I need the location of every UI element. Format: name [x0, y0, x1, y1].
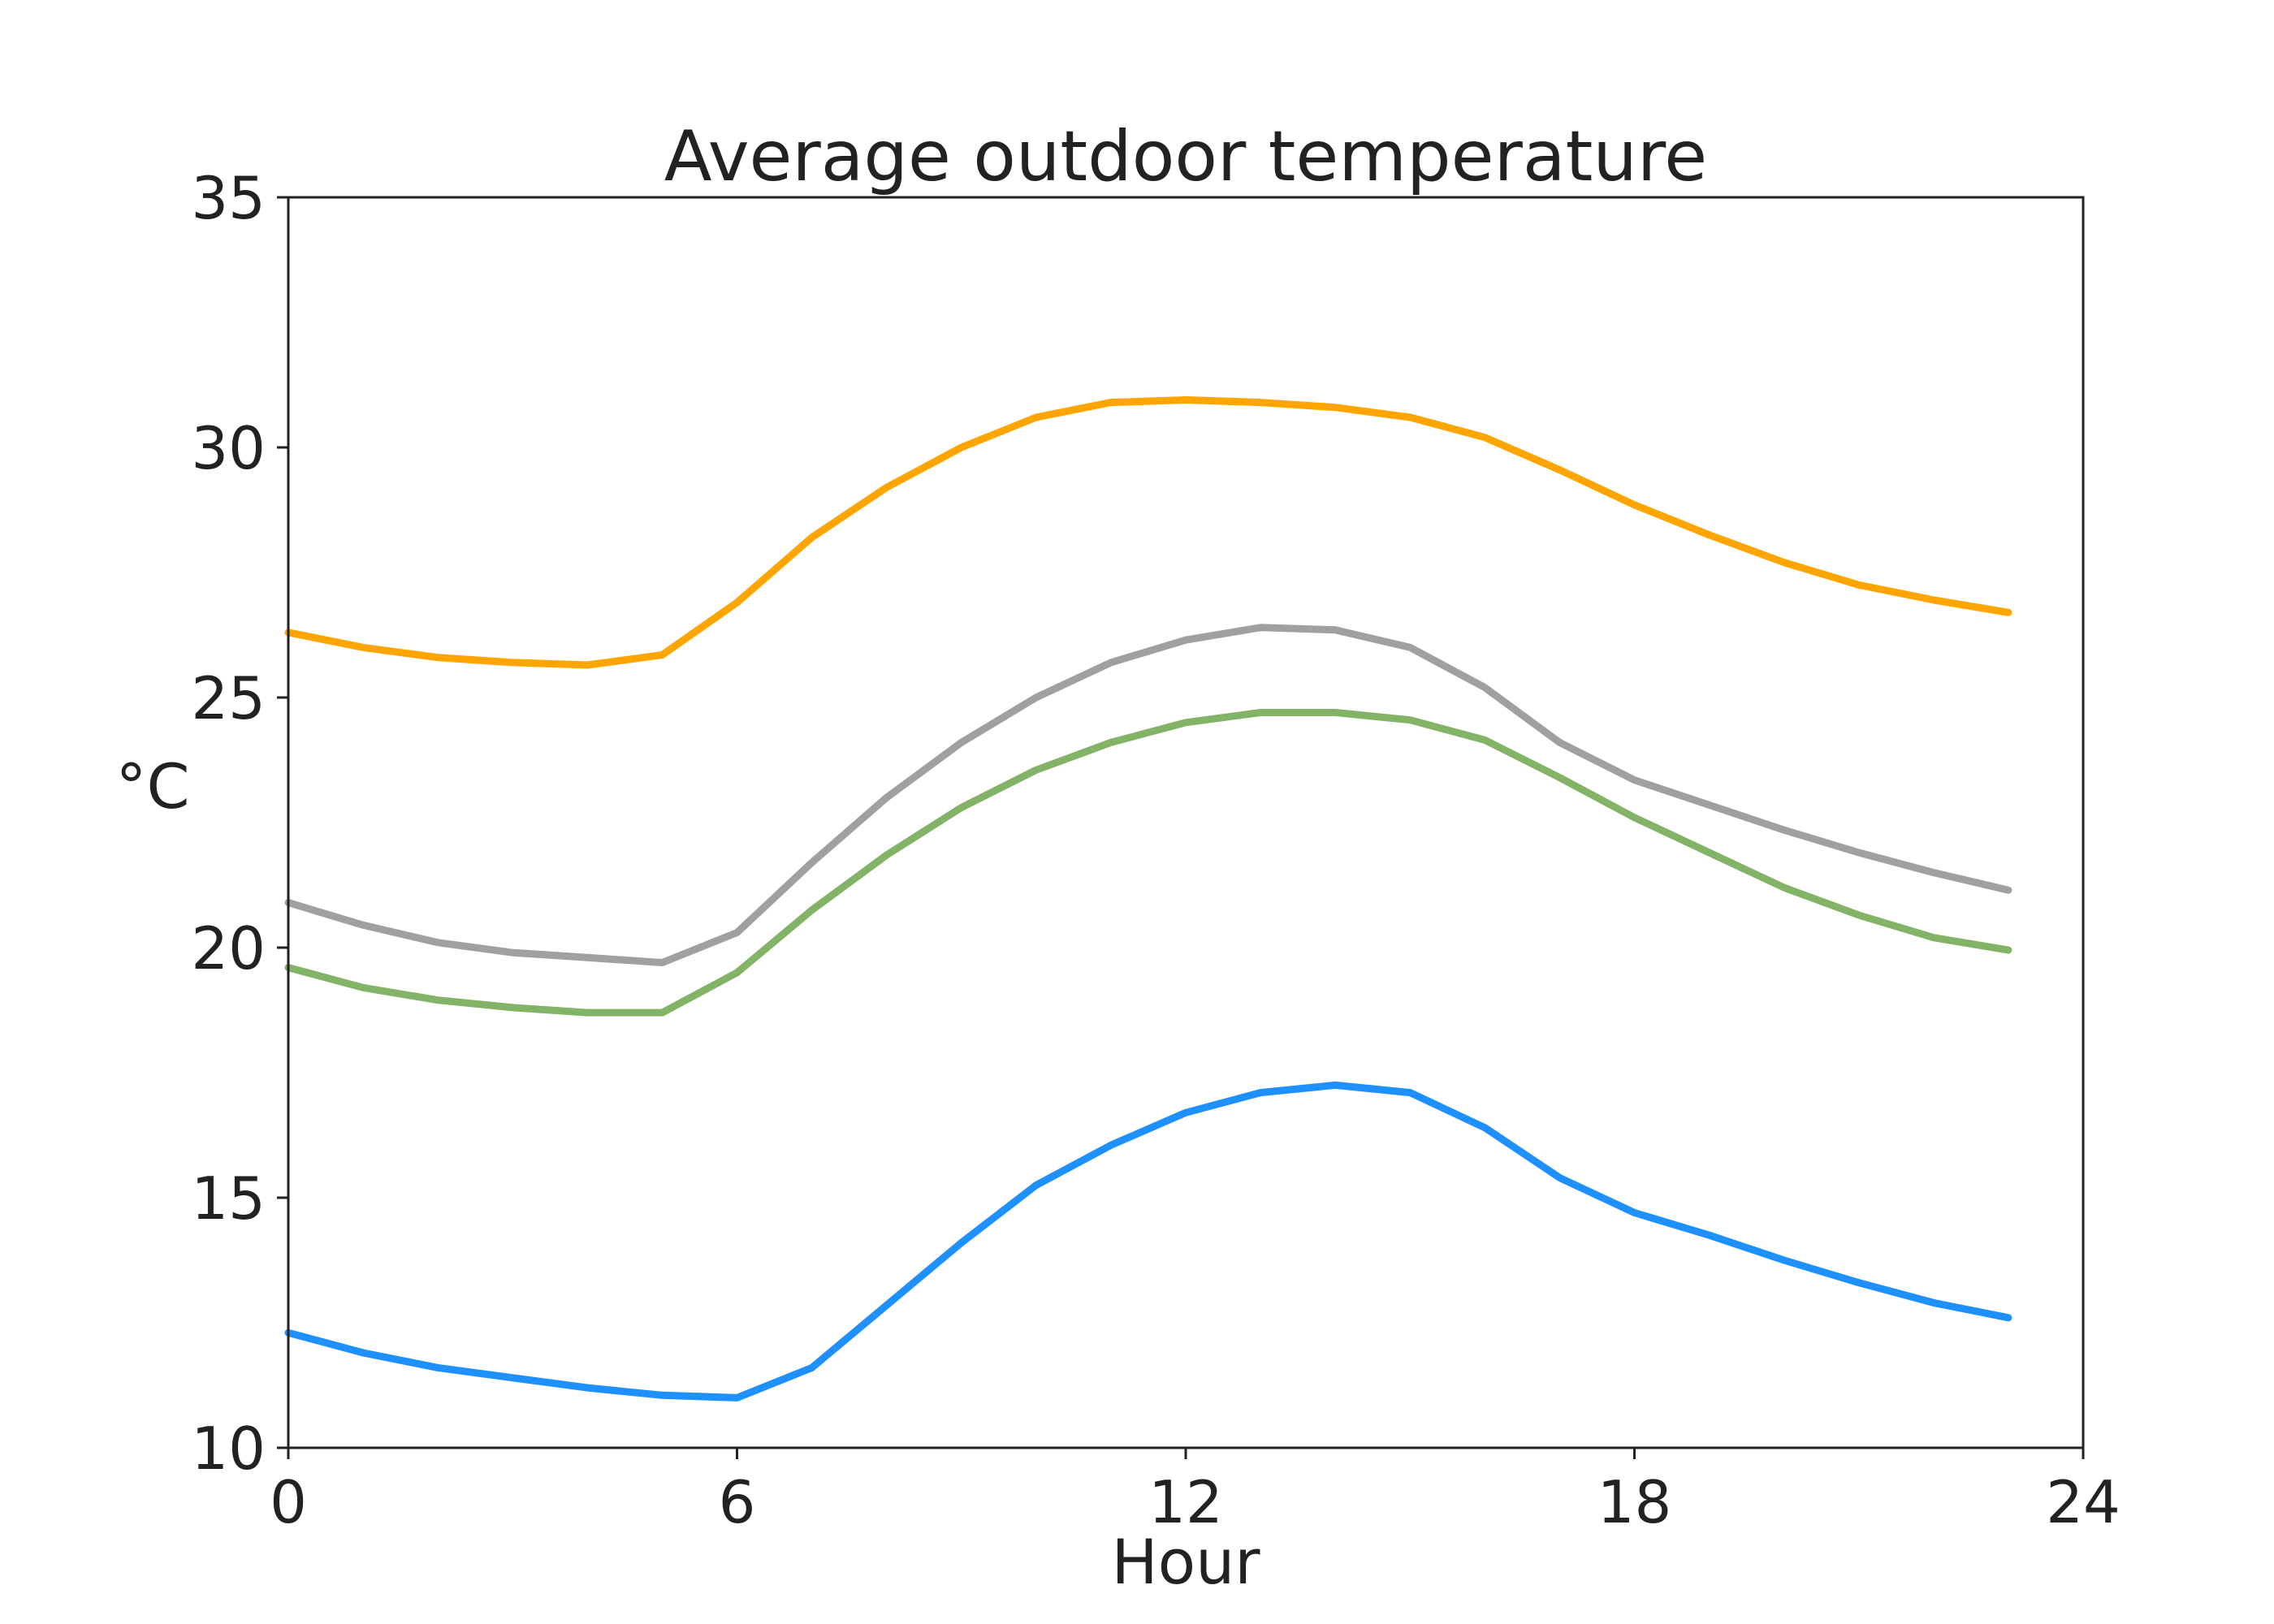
y-tick-label: 10 — [191, 1415, 266, 1483]
x-axis-label: Hour — [1111, 1526, 1260, 1598]
series-line-4 — [284, 1081, 2012, 1402]
x-tick-label: 12 — [1148, 1468, 1223, 1536]
y-axis-label: °C — [115, 750, 189, 823]
y-axis-ticks: 10 15 20 25 30 35 — [191, 164, 288, 1483]
x-tick-label: 18 — [1597, 1468, 1672, 1536]
series-line-3 — [284, 709, 2012, 1017]
x-tick-label: 6 — [719, 1468, 756, 1536]
series-layer — [284, 396, 2012, 1402]
y-tick-label: 20 — [191, 914, 266, 983]
chart-title: Average outdoor temperature — [664, 116, 1707, 197]
y-tick-label: 30 — [191, 414, 266, 482]
series-line-1 — [284, 396, 2012, 669]
x-tick-label: 24 — [2046, 1468, 2121, 1536]
y-tick-label: 25 — [191, 664, 266, 732]
y-tick-label: 15 — [191, 1164, 266, 1233]
x-axis-ticks: 0 6 12 18 24 — [270, 1448, 2121, 1536]
x-tick-label: 0 — [270, 1468, 307, 1536]
y-tick-label: 35 — [191, 164, 266, 232]
series-line-2 — [284, 624, 2012, 966]
